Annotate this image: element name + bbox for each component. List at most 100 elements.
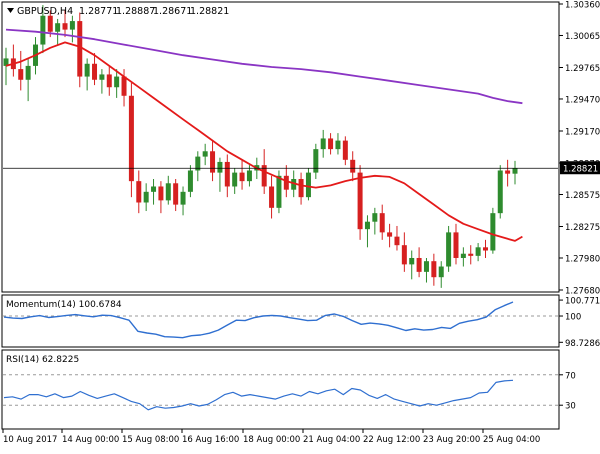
candle-body (313, 149, 319, 173)
candle (55, 18, 61, 45)
candle (438, 261, 444, 288)
candle-body (335, 140, 341, 150)
candle (25, 58, 31, 102)
candle (128, 82, 134, 198)
candle-body (69, 21, 75, 30)
axes: 1.30360 1.30065 1.29765 1.29470 1.29170 1.288… (2, 1, 600, 445)
candle (202, 143, 208, 166)
candle-body (195, 156, 201, 171)
candle-body (40, 15, 46, 45)
candle (232, 168, 238, 194)
candle-body (357, 172, 363, 230)
candle (195, 151, 201, 182)
candle (114, 69, 120, 98)
candle (328, 133, 334, 155)
candle (99, 69, 105, 94)
candle (106, 65, 112, 96)
candle-body (364, 221, 370, 230)
moving-average-slow-line (5, 28, 523, 105)
candle-body (261, 165, 267, 187)
candle (187, 165, 193, 198)
price-panel-frame (1, 1, 560, 293)
candle (121, 69, 127, 107)
candle (224, 154, 230, 198)
candle-body (180, 191, 186, 205)
collapse-triangle-icon[interactable] (7, 8, 14, 13)
candle (372, 207, 378, 235)
current-price-box (560, 161, 600, 175)
momentum-plot (3, 301, 558, 339)
candle-body (18, 69, 24, 80)
candle-body (25, 65, 31, 80)
price-tick-label: 1.28275 (565, 223, 600, 233)
candle (84, 58, 90, 91)
candle-body (482, 247, 488, 251)
candle-body (416, 257, 422, 272)
ohlc-open: 1.28771 (79, 6, 118, 17)
candle-body (99, 74, 105, 80)
candle (409, 250, 415, 280)
ohlc-close: 1.28821 (190, 6, 229, 17)
candle (239, 159, 245, 190)
price-tick-label: 1.28575 (565, 191, 600, 201)
candle-body (276, 175, 282, 208)
candle (77, 12, 83, 88)
candle-body (497, 170, 503, 214)
candle (505, 159, 511, 187)
candle-body (298, 179, 304, 198)
candle-body (394, 236, 400, 246)
rsi-panel-frame (1, 349, 560, 430)
rsi-plot (3, 374, 558, 411)
candle-body (305, 172, 311, 198)
candle (143, 183, 149, 212)
rsi-tick-label: 30 (565, 402, 576, 412)
candle (379, 204, 385, 240)
candle (151, 179, 157, 205)
candle (475, 243, 481, 262)
candle (482, 239, 488, 258)
candle-body (453, 232, 459, 258)
rsi-line (3, 379, 514, 411)
price-tick-label: 1.29170 (565, 127, 600, 137)
candle-body (431, 261, 437, 278)
price-tick-label: 1.29470 (565, 95, 600, 105)
candle-body (505, 170, 511, 174)
candle (342, 136, 348, 166)
candle-body (92, 63, 98, 80)
momentum-tick-label: 100 (565, 313, 581, 323)
candle (460, 247, 466, 267)
candle-body (165, 183, 171, 201)
price-tick-label: 1.30360 (565, 1, 600, 11)
time-tick-label: 23 Aug 20:00 (423, 435, 480, 445)
candle (18, 50, 24, 91)
price-tick-label: 1.30065 (565, 32, 600, 42)
candle-body (438, 266, 444, 278)
candle-body (246, 170, 252, 182)
candle-body (468, 253, 474, 256)
candle-body (372, 213, 378, 222)
candle-body (202, 151, 208, 157)
candle-body (269, 186, 275, 208)
candle (3, 47, 9, 86)
candle (364, 215, 370, 248)
candle-body (350, 159, 356, 173)
candle-body (210, 151, 216, 173)
candle (423, 257, 429, 283)
candle (416, 247, 422, 278)
moving-average-fast-line (5, 41, 523, 242)
candle-body (342, 140, 348, 160)
candle-body (224, 161, 230, 187)
candle (62, 10, 68, 38)
current-price-label: 1.28821 (563, 165, 598, 175)
candle-body (379, 213, 385, 233)
candle-body (158, 186, 164, 201)
candle (512, 160, 518, 185)
candle (180, 186, 186, 216)
time-tick-label: 15 Aug 08:00 (122, 435, 179, 445)
candle-body (446, 232, 452, 267)
candle-body (490, 213, 496, 251)
candle (92, 53, 98, 86)
candle (446, 225, 452, 272)
price-tick-label: 1.27680 (565, 287, 600, 297)
